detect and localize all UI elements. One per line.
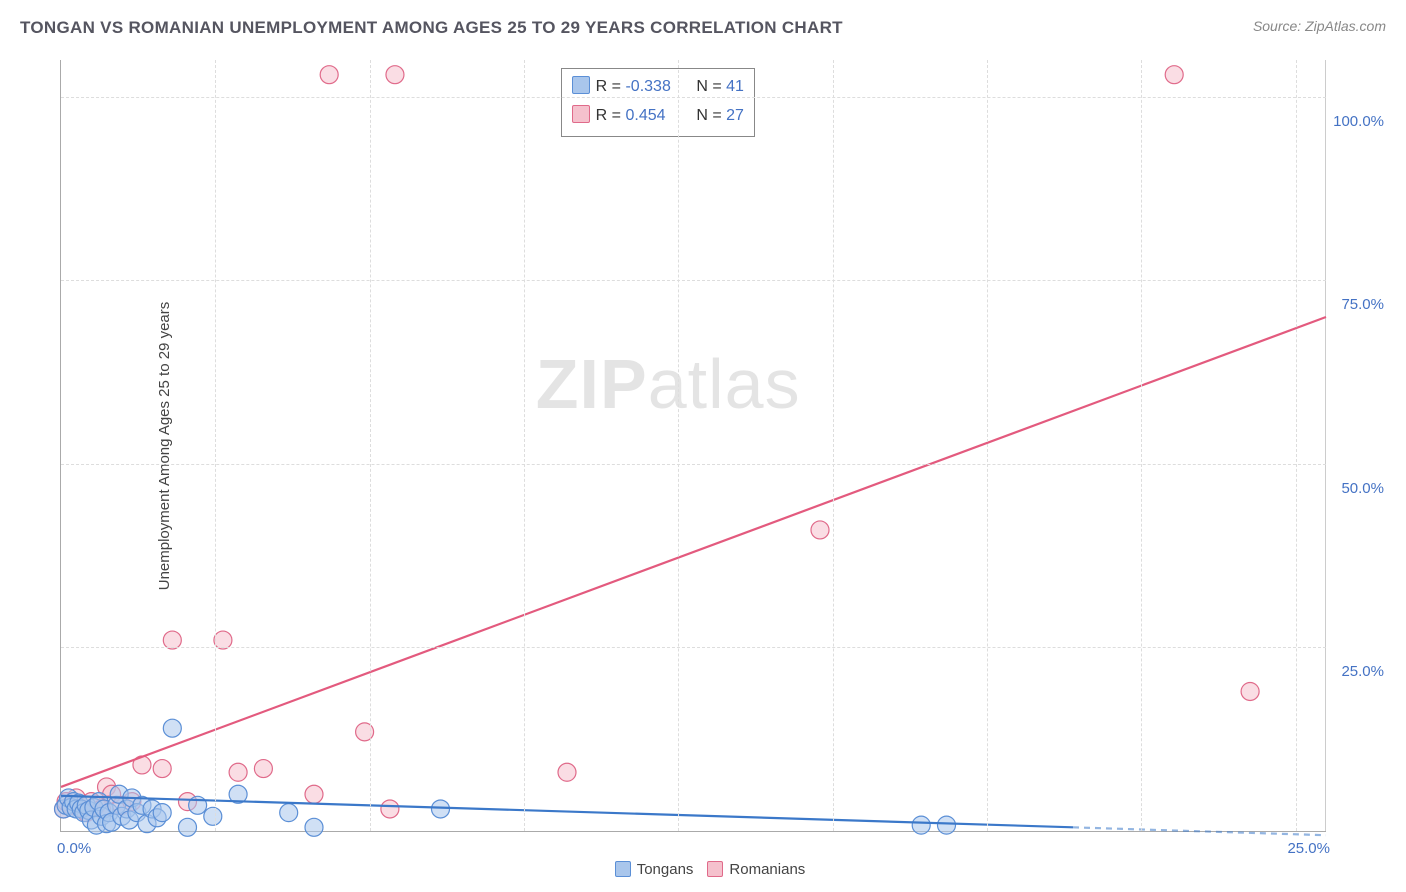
legend-swatch-romanians <box>707 861 723 877</box>
scatter-point-romanians <box>163 631 181 649</box>
trend-line-romanians <box>61 317 1326 787</box>
source-attribution: Source: ZipAtlas.com <box>1253 18 1386 34</box>
x-tick-label: 25.0% <box>1287 840 1330 857</box>
gridline-x <box>215 60 216 831</box>
scatter-point-romanians <box>386 66 404 84</box>
scatter-point-romanians <box>320 66 338 84</box>
scatter-point-tongans <box>938 816 956 834</box>
gridline-x <box>1141 60 1142 831</box>
stat-n-value: 27 <box>726 102 744 131</box>
stats-row-romanians: R = 0.454 N = 27 <box>572 102 744 131</box>
scatter-point-romanians <box>381 800 399 818</box>
gridline-y <box>61 464 1326 465</box>
y-tick-label: 75.0% <box>1341 296 1384 313</box>
gridline-x <box>524 60 525 831</box>
correlation-stats-box: R = -0.338 N = 41R = 0.454 N = 27 <box>561 68 755 138</box>
gridline-y <box>61 280 1326 281</box>
gridline-x <box>370 60 371 831</box>
gridline-x <box>1296 60 1297 831</box>
scatter-point-romanians <box>1241 682 1259 700</box>
stat-r-label: R = <box>596 107 626 124</box>
plot-area: ZIPatlas R = -0.338 N = 41R = 0.454 N = … <box>60 60 1326 832</box>
scatter-point-tongans <box>163 719 181 737</box>
x-tick-label: 0.0% <box>57 840 91 857</box>
gridline-x <box>678 60 679 831</box>
scatter-point-tongans <box>153 804 171 822</box>
plot-svg <box>61 60 1326 831</box>
gridline-y <box>61 647 1326 648</box>
scatter-point-romanians <box>305 785 323 803</box>
gridline-x <box>833 60 834 831</box>
bottom-legend: Tongans Romanians <box>0 861 1406 878</box>
legend-swatch-tongans <box>615 861 631 877</box>
scatter-point-tongans <box>912 816 930 834</box>
header: TONGAN VS ROMANIAN UNEMPLOYMENT AMONG AG… <box>0 0 1406 38</box>
scatter-point-romanians <box>811 521 829 539</box>
scatter-point-tongans <box>179 818 197 836</box>
scatter-point-romanians <box>254 760 272 778</box>
scatter-point-romanians <box>229 763 247 781</box>
stat-n-label: N = <box>687 107 726 124</box>
scatter-point-romanians <box>356 723 374 741</box>
stat-r-label: R = <box>596 78 626 95</box>
scatter-point-tongans <box>280 804 298 822</box>
scatter-point-romanians <box>214 631 232 649</box>
scatter-point-romanians <box>558 763 576 781</box>
scatter-point-tongans <box>305 818 323 836</box>
gridline-x <box>987 60 988 831</box>
gridline-y <box>61 97 1326 98</box>
scatter-chart: Unemployment Among Ages 25 to 29 years Z… <box>50 55 1386 837</box>
scatter-point-tongans <box>432 800 450 818</box>
trend-line-dashed-tongans <box>1073 827 1326 835</box>
stat-n-label: N = <box>687 78 726 95</box>
legend-label-romanians: Romanians <box>729 861 805 878</box>
legend-swatch-tongans <box>572 76 590 94</box>
scatter-point-romanians <box>1165 66 1183 84</box>
scatter-point-romanians <box>153 760 171 778</box>
legend-swatch-romanians <box>572 105 590 123</box>
y-tick-label: 100.0% <box>1333 113 1384 130</box>
scatter-point-tongans <box>204 807 222 825</box>
legend-label-tongans: Tongans <box>637 861 694 878</box>
y-tick-label: 25.0% <box>1341 663 1384 680</box>
y-tick-label: 50.0% <box>1341 480 1384 497</box>
chart-title: TONGAN VS ROMANIAN UNEMPLOYMENT AMONG AG… <box>20 18 843 38</box>
